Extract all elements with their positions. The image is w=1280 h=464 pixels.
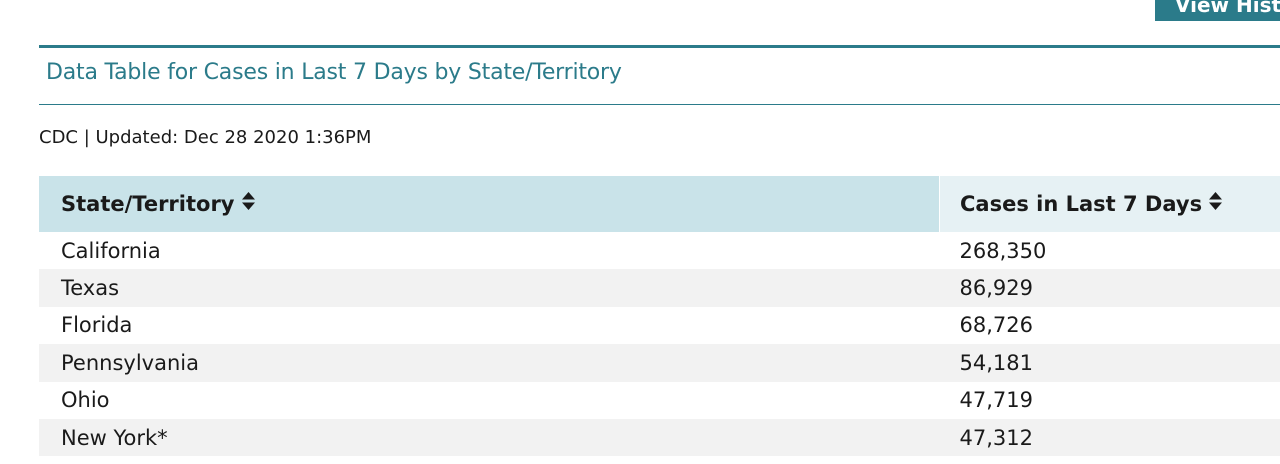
sort-icon[interactable] [241, 191, 255, 215]
table-row: California 268,350 [39, 232, 1280, 270]
title-divider [39, 104, 1280, 105]
cell-state: Texas [39, 269, 940, 307]
cell-state: Florida [39, 306, 940, 345]
column-header-label: Cases in Last 7 Days [960, 191, 1203, 216]
table-row: Texas 86,929 [39, 269, 1280, 307]
cell-state: Ohio [39, 381, 940, 419]
source-updated-text: CDC | Updated: Dec 28 2020 1:36PM [39, 127, 372, 148]
column-header-state[interactable]: State/Territory [39, 176, 940, 232]
table-row: Ohio 47,719 [39, 381, 1280, 419]
sort-icon[interactable] [1209, 191, 1223, 215]
cell-cases: 268,350 [939, 232, 1280, 270]
panel-divider [39, 45, 1280, 48]
cases-data-table: State/Territory Cases in Last 7 Days Cal… [39, 176, 1280, 457]
table-title[interactable]: Data Table for Cases in Last 7 Days by S… [46, 60, 622, 85]
column-header-cases[interactable]: Cases in Last 7 Days [939, 176, 1280, 232]
cell-cases: 68,726 [939, 306, 1280, 345]
table-row: New York* 47,312 [39, 418, 1280, 457]
cell-cases: 54,181 [939, 344, 1280, 382]
view-history-button[interactable]: View Hist [1155, 0, 1280, 21]
column-header-label: State/Territory [61, 191, 235, 216]
table-row: Florida 68,726 [39, 306, 1280, 345]
cell-state: California [39, 232, 940, 270]
cell-state: Pennsylvania [39, 344, 940, 382]
cell-cases: 86,929 [939, 269, 1280, 307]
cell-cases: 47,719 [939, 381, 1280, 419]
table-header-row: State/Territory Cases in Last 7 Days [39, 176, 1280, 232]
cell-state: New York* [39, 418, 940, 457]
table-row: Pennsylvania 54,181 [39, 344, 1280, 382]
cell-cases: 47,312 [939, 418, 1280, 457]
